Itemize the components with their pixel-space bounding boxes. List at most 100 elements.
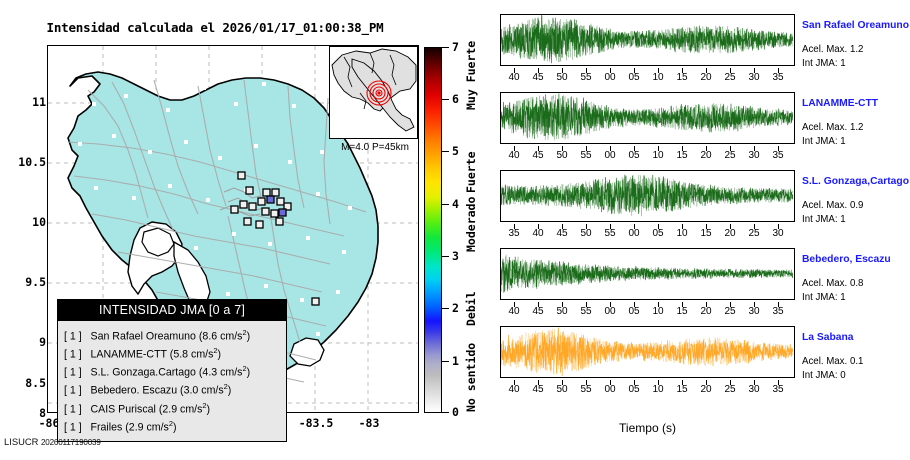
waveform-axis-4: 40 45 50 55 00 05 10 15 20 25 30 35: [500, 302, 795, 318]
waveform-tick: [730, 224, 732, 229]
waveform-tick-label: 45: [532, 150, 544, 161]
legend-level: [ 1 ]: [64, 366, 82, 379]
waveform-tick: [586, 68, 588, 73]
waveform-tick: [778, 146, 780, 151]
colorbar-category: Muy Fuerte: [464, 40, 478, 110]
waveform-tick-label: 40: [508, 384, 520, 395]
station-name-4: Bebedero, Escazu: [802, 254, 891, 265]
station-intjma-2: Int JMA: 1: [802, 136, 846, 147]
legend-unit-exp: 2: [223, 382, 228, 392]
waveform-tick-label: 15: [676, 72, 688, 83]
station-accel-3: Acel. Max. 0.9: [802, 200, 863, 211]
waveform-tick: [706, 224, 708, 229]
waveform-tick-label: 35: [772, 150, 784, 161]
accel-label: Acel. Max.: [802, 200, 848, 211]
waveform-tick: [562, 146, 564, 151]
waveform-tick-label: 20: [700, 384, 712, 395]
intjma-value: 1: [840, 214, 846, 225]
waveform-tick-label: 55: [604, 228, 616, 239]
colorbar-tick: [442, 47, 449, 49]
waveform-tick-label: 55: [580, 150, 592, 161]
waveform-tick: [634, 302, 636, 307]
station-intjma-5: Int JMA: 0: [802, 370, 846, 381]
waveform-tick: [586, 302, 588, 307]
waveform-tick-label: 50: [556, 306, 568, 317]
waveform-plot-5[interactable]: [500, 326, 795, 378]
list-item: [ 1 ] San Rafael Oreamuno (8.6 cm/s2): [64, 328, 251, 343]
waveform-tick: [658, 380, 660, 385]
legend-level: [ 1 ]: [64, 421, 82, 434]
colorbar-value: 6: [452, 92, 459, 106]
waveform-tick: [538, 380, 540, 385]
waveform-tick-label: 15: [676, 384, 688, 395]
map-x-tick: -86: [38, 416, 60, 430]
waveform-tick: [514, 302, 516, 307]
waveform-axis-2: 40 45 50 55 00 05 10 15 20 25 30 35: [500, 146, 795, 162]
waveform-tick-label: 45: [532, 384, 544, 395]
waveform-tick: [586, 380, 588, 385]
list-item: [ 1 ] Bebedero. Escazu (3.0 cm/s2): [64, 382, 232, 397]
station-accel-4: Acel. Max. 0.8: [802, 278, 863, 289]
waveform-tick-label: 30: [748, 150, 760, 161]
waveform-tick-label: 05: [652, 228, 664, 239]
waveform-tick: [706, 146, 708, 151]
waveform-tick-label: 30: [748, 384, 760, 395]
waveform-tick-label: 20: [700, 150, 712, 161]
waveform-tick-label: 25: [724, 150, 736, 161]
waveform-tick: [610, 380, 612, 385]
waveform-tick-label: 55: [580, 384, 592, 395]
map-y-tick: 8.5: [25, 376, 46, 390]
colorbar-tick: [442, 151, 449, 153]
waveform-plot-3[interactable]: [500, 170, 795, 222]
waveform-tick: [658, 224, 660, 229]
colorbar-category: Fuerte: [464, 151, 478, 193]
accel-label: Acel. Max.: [802, 278, 848, 289]
legend-unit-exp: 2: [242, 328, 247, 337]
waveform-tick-label: 15: [676, 306, 688, 317]
waveform-tick-label: 40: [532, 228, 544, 239]
waveform-plot-1[interactable]: [500, 14, 795, 66]
legend-level: [ 1 ]: [64, 403, 82, 416]
waveform-tick-label: 00: [604, 150, 616, 161]
waveform-tick-label: 25: [724, 72, 736, 83]
intjma-value: 0: [840, 370, 846, 381]
map-x-tick: -83: [358, 416, 380, 430]
inset-locator-map[interactable]: [329, 46, 418, 139]
waveform-plot-2[interactable]: [500, 92, 795, 144]
waveform-tick: [610, 302, 612, 307]
waveform-tick-label: 45: [532, 72, 544, 83]
intjma-label: Int JMA:: [802, 292, 838, 303]
map-y-tick: 10.5: [18, 155, 46, 169]
map-y-tick: 10: [32, 215, 46, 229]
station-accel-1: Acel. Max. 1.2: [802, 44, 863, 55]
waveform-tick: [634, 380, 636, 385]
waveform-tick: [706, 68, 708, 73]
waveform-tick-label: 05: [628, 150, 640, 161]
waveform-tick-label: 00: [604, 72, 616, 83]
waveform-tick-label: 00: [604, 384, 616, 395]
waveform-tick-label: 50: [556, 150, 568, 161]
waveform-tick-label: 25: [748, 228, 760, 239]
colorbar-value: 4: [452, 197, 459, 211]
waveform-tick-label: 50: [556, 384, 568, 395]
waveform-tick-label: 20: [724, 228, 736, 239]
waveform-tick-label: 15: [676, 150, 688, 161]
list-item: [ 1 ] LANAMME-CTT (5.8 cm/s2): [64, 346, 222, 361]
accel-value: 0.1: [849, 356, 864, 367]
waveform-plot-4[interactable]: [500, 248, 795, 300]
waveform-tick: [706, 380, 708, 385]
legend-unit: cm/s: [220, 330, 243, 343]
waveform-tick: [634, 224, 636, 229]
colorbar-tick: [442, 256, 449, 258]
accel-value: 0.8: [849, 278, 864, 289]
station-name-1: San Rafael Oreamuno: [802, 20, 910, 31]
legend-accel: 3.0: [183, 384, 199, 397]
waveform-x-axis-label: Tiempo (s): [619, 421, 676, 435]
colorbar-tick: [442, 361, 449, 363]
map-y-tick: 8: [39, 406, 46, 420]
accel-value: 0.9: [849, 200, 864, 211]
legend-level: [ 1 ]: [64, 330, 82, 343]
waveform-tick-label: 00: [628, 228, 640, 239]
accel-value: 1.2: [849, 44, 864, 55]
colorbar-category: No sentido: [464, 342, 478, 412]
